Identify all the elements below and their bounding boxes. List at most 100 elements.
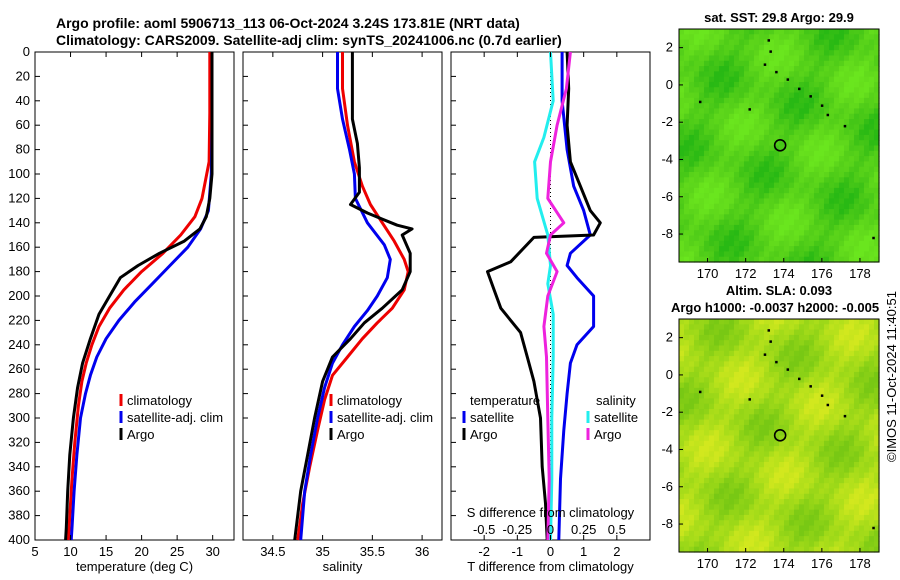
sst-map-cell [829, 29, 835, 35]
sla-map-cell [769, 403, 775, 410]
sst-map-cell [839, 124, 845, 131]
sla-map-cell [779, 493, 785, 500]
sla-map-cell [694, 477, 700, 484]
sst-map-cell [799, 97, 805, 104]
sla-map-cell [734, 504, 740, 511]
sla-map-cell [809, 419, 815, 426]
sla-map-cell [679, 329, 685, 336]
sst-map-cell [769, 224, 775, 231]
sla-map-cell [794, 345, 800, 352]
sst-map-cell [749, 230, 755, 237]
salinity-series-climatology [296, 52, 410, 541]
sla-map-cell [819, 329, 825, 336]
sst-map-cell [729, 177, 735, 184]
sla-map-cell [839, 456, 845, 463]
sla-map-cell [679, 541, 685, 548]
sst-map-cell [734, 224, 740, 231]
sla-map-cell [689, 472, 695, 479]
sla-map-cell [799, 472, 805, 479]
sst-map-cell [874, 60, 880, 67]
sla-map-cell [679, 546, 685, 553]
sst-map-cell [834, 103, 840, 110]
sla-map-cell [874, 493, 880, 500]
sla-map-cell [689, 541, 695, 548]
sst-map-cell [739, 66, 745, 72]
sla-map-cell [744, 451, 750, 458]
sst-map-cell [824, 92, 830, 99]
sla-map-cell [714, 451, 720, 458]
sla-map-cell [859, 350, 865, 357]
sst-map-cell [859, 251, 865, 258]
sla-map-cell [819, 419, 825, 426]
sla-map-cell [784, 483, 790, 490]
sla-map-cell [754, 536, 760, 543]
sst-map-cell [734, 209, 740, 215]
sla-map-cell [784, 403, 790, 410]
sst-map-cell [699, 256, 705, 263]
sst-map-cell [859, 161, 865, 168]
sla-map-cell [774, 440, 780, 447]
sst-map-cell [854, 182, 860, 189]
sst-map-cell [874, 161, 880, 168]
sla-map-cell [719, 430, 725, 437]
sla-map-cell [689, 440, 695, 447]
sst-map-cell [689, 166, 695, 173]
sst-map-cell [679, 240, 685, 247]
sst-map-cell [839, 203, 845, 210]
sla-map-cell [714, 546, 720, 553]
sst-map-cell [839, 71, 845, 78]
sla-map-cell [744, 525, 750, 532]
sst-map-cell [709, 219, 715, 226]
sla-map-cell [739, 419, 745, 426]
sst-map-cell [679, 108, 685, 115]
sst-map-cell [689, 203, 695, 210]
sla-map-cell [854, 371, 860, 378]
sla-map-cell [734, 541, 740, 548]
sst-map-cell [689, 235, 695, 242]
sla-map-cell [724, 461, 730, 468]
sla-map-cell [734, 329, 740, 336]
sst-map-cell [689, 161, 695, 168]
sst-map-cell [729, 193, 735, 200]
sla-map-cell [749, 377, 755, 384]
sla-map-cell [849, 467, 855, 474]
sst-map-cell [684, 129, 690, 136]
sst-map-cell [684, 150, 690, 157]
sla-map-cell [684, 409, 690, 415]
sst-map-cell [829, 203, 835, 210]
sla-map-cell [789, 499, 795, 505]
sla-map-cell [819, 334, 825, 341]
sst-map-cell [749, 224, 755, 231]
sst-map-cell [694, 108, 700, 115]
sst-map-cell [744, 161, 750, 168]
sst-map-cell [749, 29, 755, 35]
sla-map-cell [834, 514, 840, 521]
sst-map-cell [774, 34, 780, 41]
sst-map-cell [709, 134, 715, 141]
sla-map-cell [819, 499, 825, 505]
sla-map-cell [729, 340, 735, 347]
sst-map-cell [864, 81, 870, 88]
sla-map-cell [864, 435, 870, 442]
sla-map-cell [779, 536, 785, 543]
sla-map-cell [744, 440, 750, 447]
sst-map-cell [754, 119, 760, 125]
sst-map-cell [814, 34, 820, 41]
sst-map-cell [814, 214, 820, 221]
sla-map-cell [819, 488, 825, 495]
sla-map-cell [869, 477, 875, 484]
sst-map-cell [709, 251, 715, 258]
sla-map-cell [794, 467, 800, 474]
sla-map-cell [729, 504, 735, 511]
sst-map-cell [839, 209, 845, 215]
sst-map-cell [714, 214, 720, 221]
sst-map-cell [859, 39, 865, 46]
sla-map-cell [854, 377, 860, 384]
sst-map-cell [844, 145, 850, 152]
sst-map-cell [769, 119, 775, 125]
sla-map-cell [739, 398, 745, 405]
sla-map-cell [749, 493, 755, 500]
sla-map-cell [684, 493, 690, 500]
sla-map-cell [824, 477, 830, 484]
sla-map-cell [874, 461, 880, 468]
